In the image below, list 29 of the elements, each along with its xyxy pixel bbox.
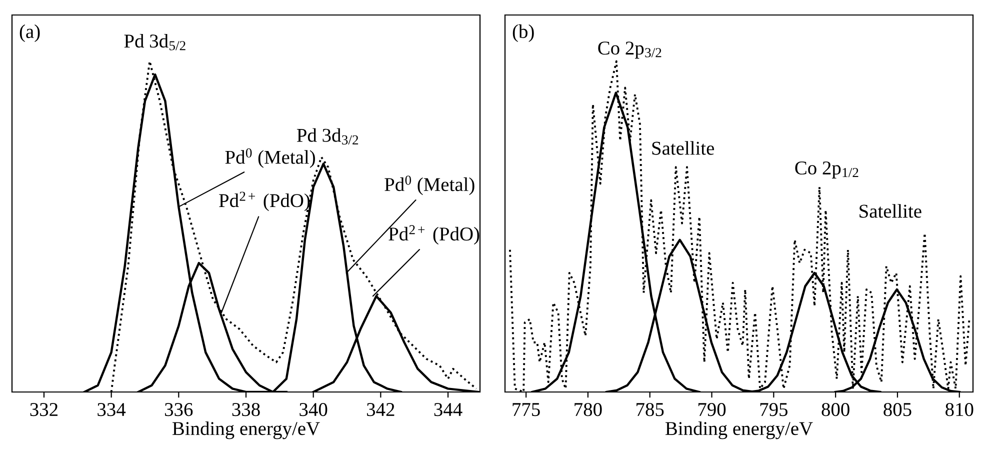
x-tick-label: 780 — [574, 402, 602, 416]
x-tick-label: 332 — [30, 403, 58, 416]
annotation: Pd$^{0}$ (Metal) — [225, 148, 315, 168]
text: Pd 3d$_{5/2}$ — [124, 34, 186, 50]
annotation: Pd 3d$_{3/2}$ — [296, 128, 358, 145]
x-tick-label: 342 — [367, 403, 394, 416]
x-tick-label: 338 — [232, 402, 260, 416]
annotation: Co 2p$_{1/2}$ — [795, 161, 858, 178]
x-tick-label: 336 — [165, 403, 193, 416]
x-tick-label: 344 — [434, 403, 462, 416]
annotation: Satellite — [860, 204, 922, 218]
x-tick-label: 334 — [98, 403, 126, 416]
text: (b) — [512, 24, 534, 42]
x-axis-title: Binding energy/eV — [665, 421, 813, 440]
x-tick-label: 805 — [884, 402, 912, 416]
text: Co 2p$_{3/2}$ — [598, 42, 662, 59]
x-axis-title: Binding energy/eV — [172, 421, 320, 440]
x-tick-label: 790 — [698, 402, 726, 416]
x-tick-label: 785 — [636, 402, 664, 416]
annotation: Pd$^{2+}$ (PdO) — [388, 225, 480, 245]
x-tick-label: 795 — [760, 403, 788, 416]
x-tick-label: 810 — [946, 402, 974, 416]
annotation: Pd$^{2+}$ (PdO) — [219, 192, 310, 212]
annotation: Satellite — [652, 141, 714, 155]
x-tick-label: 775 — [512, 403, 540, 416]
text: (a) — [20, 24, 40, 42]
annotation: Pd$^{0}$ (Metal) — [384, 176, 474, 196]
x-tick-label: 800 — [822, 402, 850, 416]
x-tick-label: 340 — [300, 402, 328, 416]
